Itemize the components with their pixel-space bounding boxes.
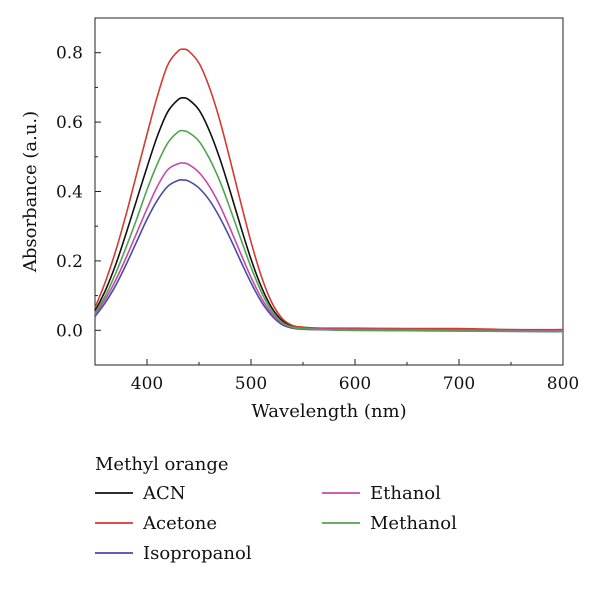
legend-label-methanol: Methanol — [370, 513, 457, 534]
legend-label-acn: ACN — [142, 483, 186, 504]
legend-label-acetone: Acetone — [142, 513, 217, 534]
legend-items: ACN Acetone Isopropanol Ethanol Methanol — [95, 483, 457, 564]
y-tick-label: 0.2 — [56, 252, 83, 272]
ticks-layer: 400 500 600 700 800 0.0 0.2 0.4 0.6 0.8 — [56, 17, 579, 394]
x-tick-label: 600 — [339, 374, 371, 394]
y-axis-title: Absorbance (a.u.) — [20, 111, 41, 273]
y-tick-label: 0.6 — [56, 113, 83, 133]
y-tick-label: 0.0 — [56, 321, 83, 341]
series-line-acetone — [94, 48, 564, 331]
series-line-isopropanol — [94, 178, 564, 333]
x-tick-label: 500 — [235, 374, 267, 394]
y-tick-label: 0.4 — [56, 183, 83, 203]
x-tick-label: 700 — [443, 374, 475, 394]
legend-label-isopropanol: Isopropanol — [143, 543, 252, 564]
legend-label-ethanol: Ethanol — [370, 483, 441, 504]
x-tick-label: 800 — [547, 374, 579, 394]
y-tick-label: 0.8 — [56, 44, 83, 64]
x-tick-label: 400 — [131, 374, 163, 394]
series-layer — [94, 48, 564, 333]
legend-title: Methyl orange — [95, 454, 229, 475]
legend: Methyl orange ACN Acetone Isopropanol Ethan… — [95, 454, 457, 564]
x-axis-title: Wavelength (nm) — [251, 401, 406, 422]
series-line-methanol — [94, 129, 564, 333]
series-line-acn — [94, 96, 564, 333]
